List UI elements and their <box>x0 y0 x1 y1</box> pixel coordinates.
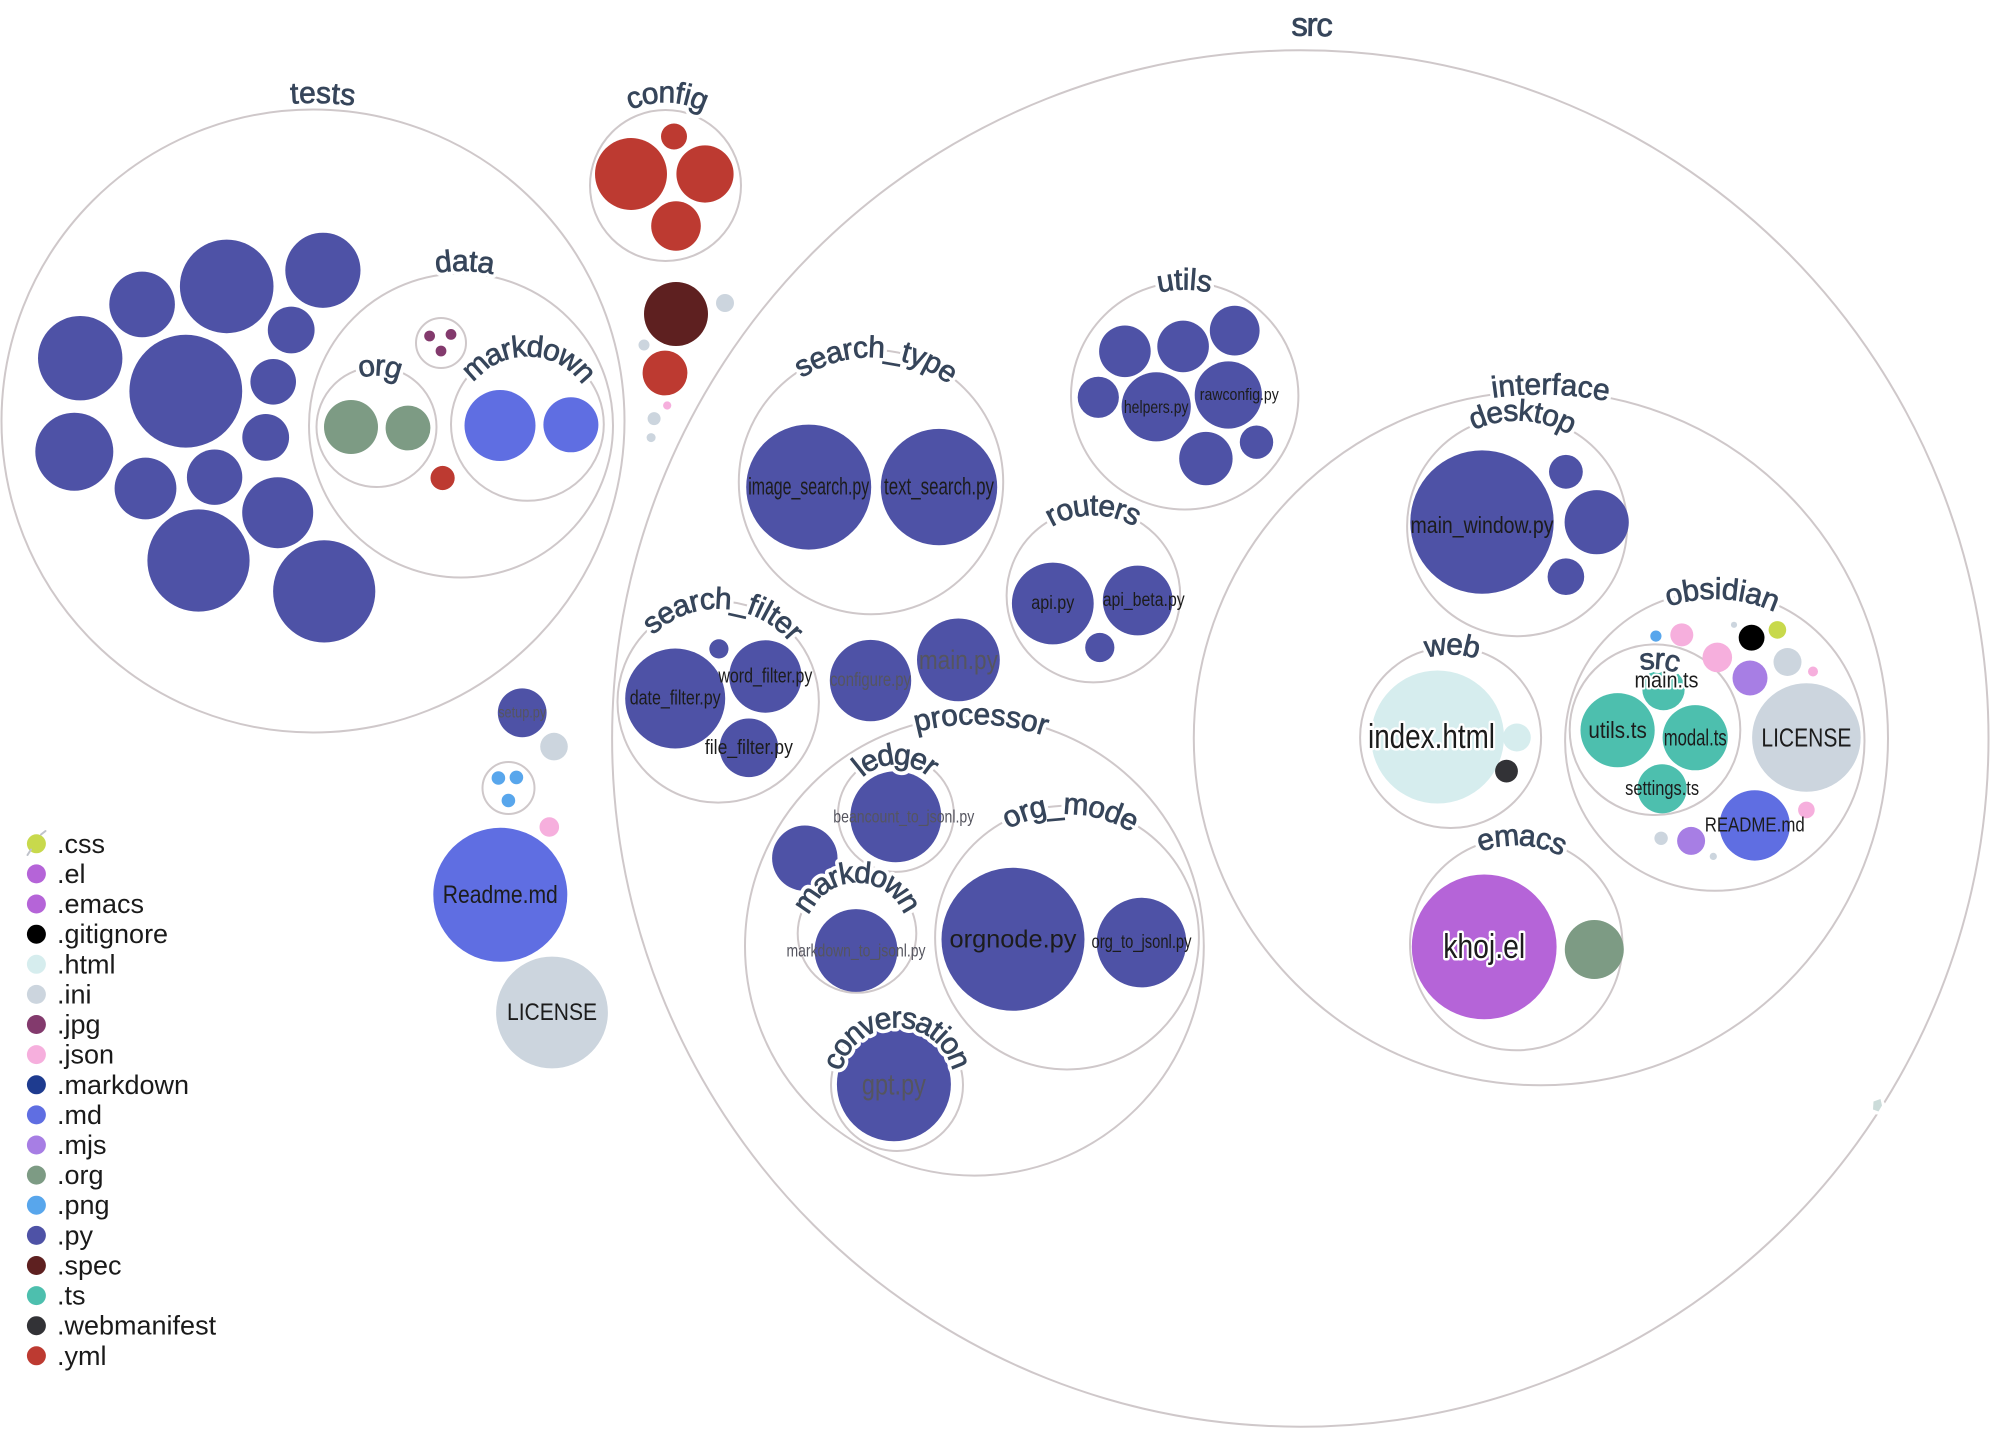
svg-text:.ini: .ini <box>57 979 92 1009</box>
svg-text:.org: .org <box>57 1160 104 1190</box>
svg-text:src: src <box>1638 643 1685 680</box>
svg-text:main.ts: main.ts <box>1635 668 1699 693</box>
svg-text:LICENSE: LICENSE <box>507 999 597 1026</box>
svg-text:.json: .json <box>57 1040 114 1070</box>
svg-text:data: data <box>433 245 497 281</box>
svg-text:settings.ts: settings.ts <box>1625 778 1699 800</box>
svg-text:.markdown: .markdown <box>57 1070 189 1100</box>
svg-text:.md: .md <box>57 1100 102 1130</box>
svg-text:index.html: index.html <box>1368 718 1495 756</box>
svg-text:main.py: main.py <box>919 645 998 675</box>
svg-text:src: src <box>1291 6 1333 44</box>
svg-text:README.md: README.md <box>1705 814 1805 836</box>
svg-text:helpers.py: helpers.py <box>1124 397 1189 417</box>
svg-text:orgnode.py: orgnode.py <box>950 925 1077 953</box>
svg-text:org_to_jsonl.py: org_to_jsonl.py <box>1092 932 1192 953</box>
svg-text:setup.py: setup.py <box>498 704 546 721</box>
svg-text:utils.ts: utils.ts <box>1588 717 1647 743</box>
svg-text:khoj.el: khoj.el <box>1443 928 1525 966</box>
svg-text:date_filter.py: date_filter.py <box>630 688 721 710</box>
svg-text:.emacs: .emacs <box>57 889 144 919</box>
svg-text:Readme.md: Readme.md <box>443 881 558 909</box>
svg-text:beancount_to_jsonl.py: beancount_to_jsonl.py <box>833 807 974 828</box>
svg-text:text_search.py: text_search.py <box>884 474 994 501</box>
svg-text:image_search.py: image_search.py <box>748 474 869 501</box>
svg-text:gpt.py: gpt.py <box>862 1069 926 1102</box>
svg-text:interface: interface <box>1489 368 1613 408</box>
svg-text:file_filter.py: file_filter.py <box>705 737 793 759</box>
svg-text:.css: .css <box>57 829 105 859</box>
svg-text:rawconfig.py: rawconfig.py <box>1200 386 1280 404</box>
svg-text:.ts: .ts <box>57 1281 86 1311</box>
svg-text:.png: .png <box>57 1190 110 1220</box>
svg-text:org: org <box>356 349 407 387</box>
svg-text:api.py: api.py <box>1031 593 1074 614</box>
svg-text:markdown_to_jsonl.py: markdown_to_jsonl.py <box>787 941 926 962</box>
svg-text:utils: utils <box>1154 264 1215 300</box>
svg-text:web: web <box>1421 628 1484 665</box>
svg-text:api_beta.py: api_beta.py <box>1103 590 1185 611</box>
svg-text:utils: utils <box>1154 264 1215 300</box>
svg-text:modal.ts: modal.ts <box>1664 725 1727 751</box>
svg-text:.mjs: .mjs <box>57 1130 107 1160</box>
svg-text:data: data <box>433 245 497 281</box>
svg-text:LICENSE: LICENSE <box>1761 723 1851 753</box>
svg-text:.yml: .yml <box>57 1341 107 1371</box>
svg-text:tests: tests <box>289 77 357 113</box>
svg-text:.spec: .spec <box>57 1251 122 1281</box>
svg-text:.webmanifest: .webmanifest <box>57 1311 217 1341</box>
svg-text:tests: tests <box>289 77 357 113</box>
svg-text:.gitignore: .gitignore <box>57 919 168 949</box>
svg-text:.py: .py <box>57 1220 94 1250</box>
svg-text:.jpg: .jpg <box>57 1010 101 1040</box>
svg-text:configure.py: configure.py <box>830 670 911 691</box>
svg-text:src: src <box>1291 6 1333 44</box>
svg-text:.html: .html <box>57 949 116 979</box>
svg-text:.el: .el <box>57 859 86 889</box>
svg-text:word_filter.py: word_filter.py <box>718 666 813 688</box>
svg-text:main_window.py: main_window.py <box>1411 512 1554 538</box>
